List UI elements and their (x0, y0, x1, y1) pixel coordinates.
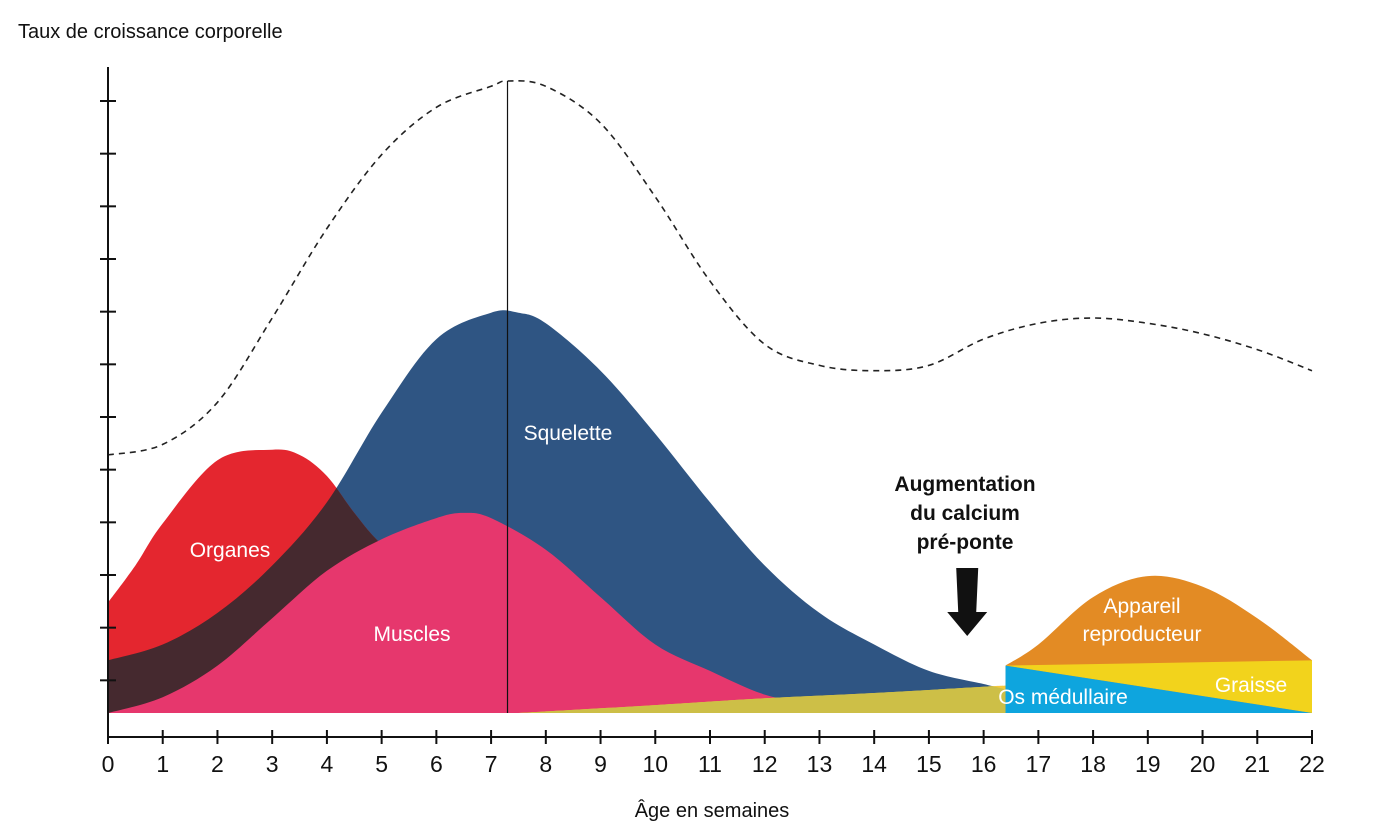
x-tick-label: 1 (156, 751, 169, 777)
label-os-medullaire: Os médullaire (998, 686, 1128, 709)
areas-layer (108, 310, 1312, 713)
x-tick-label: 4 (321, 751, 334, 777)
x-tick-label: 10 (642, 751, 668, 777)
label-appareil-2: reproducteur (1082, 623, 1201, 646)
area-muscles (108, 512, 875, 713)
x-tick-label: 13 (807, 751, 833, 777)
x-tick-label: 3 (266, 751, 279, 777)
arrow-down-shape (947, 568, 988, 636)
annotation-line-2: du calcium (910, 502, 1020, 525)
x-tick-label: 11 (698, 751, 722, 777)
x-tick-label: 12 (752, 751, 778, 777)
area-graisse (1005, 660, 1312, 713)
label-appareil-1: Appareil (1103, 595, 1180, 618)
x-tick-label: 20 (1190, 751, 1216, 777)
label-muscles: Muscles (373, 623, 450, 646)
x-tick-label: 22 (1299, 751, 1325, 777)
x-tick-label: 17 (1026, 751, 1052, 777)
annotation-line-1: Augmentation (894, 473, 1035, 496)
x-axis-title: Âge en semaines (635, 799, 790, 822)
label-organes: Organes (190, 539, 271, 562)
area-graisse-squelette-overlap (518, 685, 1006, 713)
arrow-down-icon (947, 568, 988, 636)
x-tick-label: 21 (1244, 751, 1270, 777)
x-tick-label: 18 (1080, 751, 1106, 777)
x-tick-label: 6 (430, 751, 443, 777)
overlays-layer (107, 80, 1313, 713)
x-tick-label: 2 (211, 751, 224, 777)
x-tick-label: 0 (102, 751, 115, 777)
x-tick-label: 15 (916, 751, 942, 777)
label-squelette: Squelette (524, 422, 613, 445)
annotation-line-3: pré-ponte (917, 531, 1014, 554)
x-tick-label: 7 (485, 751, 498, 777)
x-tick-label: 8 (539, 751, 552, 777)
x-tick-label: 19 (1135, 751, 1161, 777)
y-axis-title: Taux de croissance corporelle (18, 21, 283, 43)
x-tick-label: 5 (375, 751, 388, 777)
area-os-medullaire (1005, 665, 1312, 713)
axes-layer: 0 1 2 3 4 5 6 7 8 9 10 11 12 13 14 15 16 17 18 19 20 21 22 (100, 67, 1325, 777)
label-graisse: Graisse (1215, 674, 1287, 697)
x-tick-label: 16 (971, 751, 997, 777)
line-croissance-totale (107, 80, 1313, 456)
x-tick-label: 9 (594, 751, 607, 777)
x-tick-label: 14 (861, 751, 887, 777)
